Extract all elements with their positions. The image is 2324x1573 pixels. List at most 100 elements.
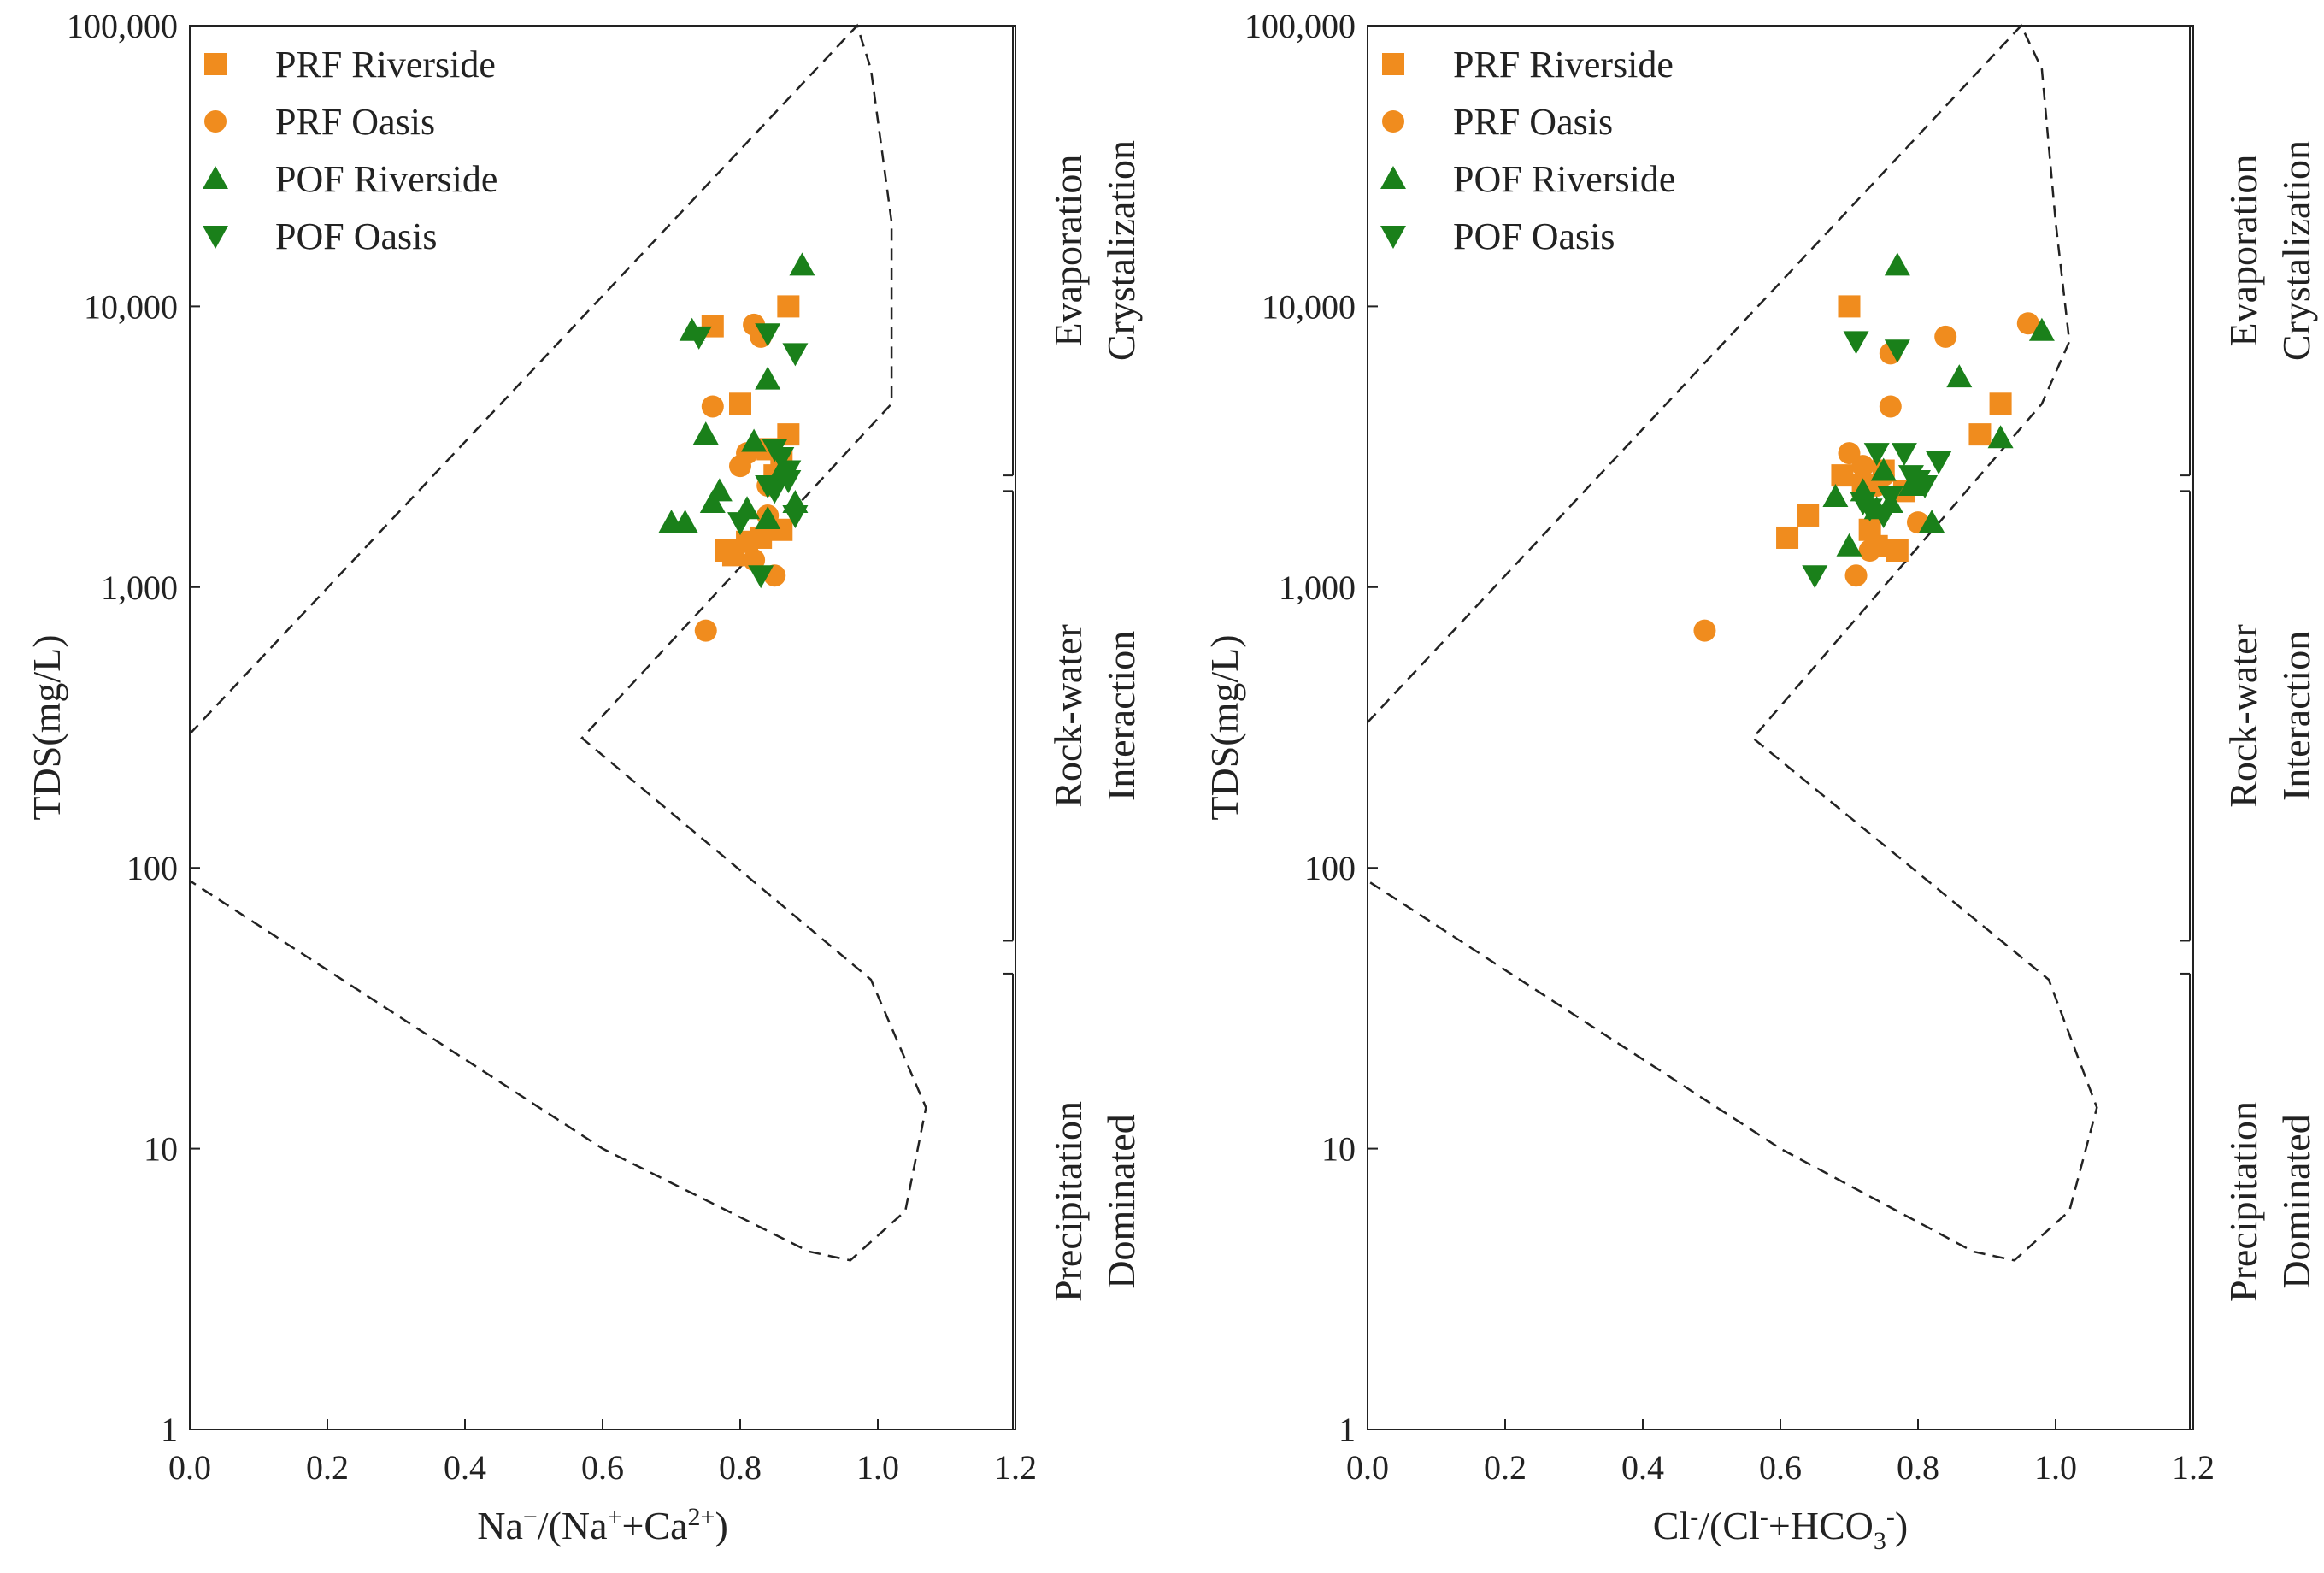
data-point (1870, 504, 1897, 528)
data-point (755, 323, 781, 347)
data-point (1877, 486, 1903, 510)
legend: PRF Riverside PRF Oasis POF Riverside POF O… (203, 44, 497, 257)
data-point (1797, 504, 1820, 527)
data-point (750, 526, 773, 549)
left-chart: 1 10 100 1,000 10,000 100,000 0.0 0.2 0.4 0.6 0.8 1… (25, 7, 1143, 1547)
data-point (1934, 325, 1957, 348)
legend-marker-square (204, 53, 227, 75)
data-point (1879, 395, 1902, 418)
data-point (729, 455, 751, 478)
x-tick-label: 0.6 (581, 1448, 624, 1487)
zone-label: Crystalization (1099, 140, 1143, 361)
data-point (1843, 331, 1869, 355)
y-tick-label: 1 (161, 1411, 178, 1449)
legend-label: POF Riverside (1453, 158, 1675, 200)
data-point (1822, 483, 1849, 507)
data-point (1912, 475, 1939, 499)
data-point (701, 395, 724, 418)
data-point (1946, 364, 1973, 388)
series-pof-oasis (1802, 331, 1952, 589)
data-point (1858, 539, 1881, 562)
y-tick-label: 1,000 (101, 569, 178, 607)
data-point (1776, 526, 1799, 549)
legend-marker-triangle-down (203, 226, 228, 249)
envelope-dashed-line (1367, 23, 2098, 1262)
data-point (1870, 457, 1897, 481)
data-point (777, 295, 800, 318)
y-tick-label: 100,000 (67, 7, 178, 45)
x-tick-label: 0.2 (1484, 1448, 1527, 1487)
zone-label: Crystalization (2274, 140, 2318, 361)
zone-label: Precipitation (1046, 1101, 1090, 1302)
x-tick-label: 0.0 (1346, 1448, 1389, 1487)
legend-marker-triangle-up (203, 166, 228, 189)
legend: PRF Riverside PRF Oasis POF Riverside POF O… (1380, 44, 1675, 257)
data-point (1989, 392, 2012, 415)
data-point (755, 505, 781, 529)
zone-label: Interaction (1099, 631, 1143, 801)
series-prf-riverside (1776, 295, 2012, 562)
legend-marker-circle (1382, 110, 1404, 133)
data-point (1856, 498, 1883, 522)
data-point (1831, 464, 1854, 487)
data-point (1926, 451, 1952, 474)
data-point (1886, 539, 1909, 562)
data-point (706, 478, 733, 502)
y-axis-label: TDS(mg/L) (25, 634, 68, 820)
x-tick-label: 1.0 (2034, 1448, 2077, 1487)
data-point (1693, 619, 1716, 642)
zone-label: Interaction (2274, 631, 2318, 801)
data-point (1884, 252, 1910, 276)
data-point (1802, 565, 1828, 589)
legend-label: PRF Riverside (275, 44, 496, 85)
zone-label: Evaporation (2221, 155, 2265, 347)
zone-label: Dominated (1099, 1114, 1143, 1288)
data-point (1838, 295, 1861, 318)
x-tick-label: 0.0 (168, 1448, 211, 1487)
data-point (1884, 339, 1910, 363)
legend-label: POF Oasis (1453, 215, 1615, 257)
data-point (1844, 564, 1868, 587)
data-point (727, 512, 753, 536)
data-point (782, 504, 809, 528)
zone-rock-water: Rock-water Interaction (1003, 490, 1143, 942)
zone-label: Precipitation (2221, 1101, 2265, 1302)
y-tick-label: 100 (1304, 849, 1356, 887)
y-axis-label: TDS(mg/L) (1203, 634, 1246, 820)
zone-label: Rock-water (2221, 624, 2265, 808)
zone-precipitation: Precipitation Dominated (1003, 972, 1143, 1430)
zone-precipitation: Precipitation Dominated (2180, 972, 2318, 1430)
y-tick-label: 1 (1339, 1411, 1356, 1449)
data-point (748, 565, 774, 589)
data-point (672, 510, 698, 533)
y-tick-label: 10 (1321, 1130, 1356, 1169)
envelope-dashed-line (189, 23, 927, 1262)
data-point (694, 619, 717, 642)
legend-label: PRF Oasis (275, 101, 435, 143)
data-point (1897, 465, 1924, 489)
data-point (729, 392, 751, 415)
zone-evaporation: Evaporation Crystalization (2180, 25, 2318, 477)
x-tick-label: 0.4 (444, 1448, 486, 1487)
data-point (1891, 443, 1917, 467)
data-point (685, 326, 712, 350)
y-tick-label: 1,000 (1279, 569, 1356, 607)
series-pof-riverside (658, 252, 815, 533)
zone-label: Dominated (2274, 1114, 2318, 1288)
y-tick-label: 10,000 (84, 287, 178, 326)
legend-label: POF Oasis (275, 215, 438, 257)
y-tick-label: 100 (126, 849, 178, 887)
zone-label: Rock-water (1046, 624, 1090, 808)
data-point (789, 252, 815, 276)
y-tick-label: 10,000 (1262, 287, 1356, 326)
y-tick-label: 10 (144, 1130, 178, 1169)
data-point (692, 421, 719, 445)
data-point (782, 343, 809, 367)
data-point (699, 489, 726, 513)
x-tick-label: 0.8 (719, 1448, 762, 1487)
legend-label: PRF Riverside (1453, 44, 1674, 85)
y-tick-label: 100,000 (1244, 7, 1356, 45)
data-point (775, 460, 802, 484)
zone-label: Evaporation (1046, 155, 1090, 347)
